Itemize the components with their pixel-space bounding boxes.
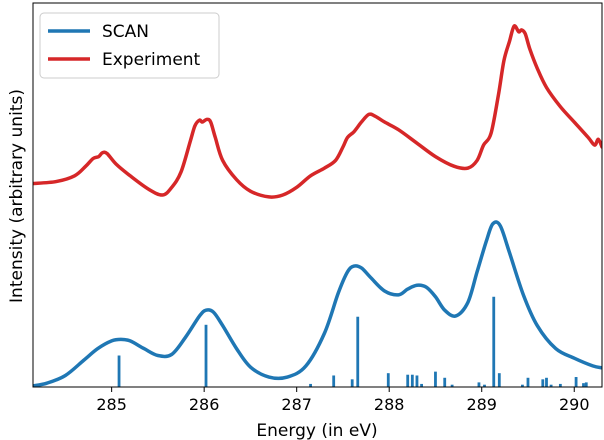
stick-bar	[545, 377, 548, 387]
x-tick-label: 285	[96, 395, 127, 414]
series-line-scan	[33, 220, 602, 387]
plot-area	[33, 24, 602, 387]
stick-bar	[406, 374, 410, 387]
stick-bar	[386, 373, 390, 387]
stick-bar	[117, 355, 121, 387]
stick-bar	[497, 373, 501, 387]
x-tick-label: 288	[374, 395, 405, 414]
stick-bar	[410, 374, 414, 387]
stick-bar	[558, 383, 562, 387]
y-axis-title: Intensity (arbitrary units)	[7, 89, 27, 303]
stick-bar	[584, 382, 588, 387]
stick-bar	[582, 383, 585, 387]
stick-bar	[450, 384, 454, 387]
series-line-experiment	[33, 24, 602, 199]
stick-bar	[204, 324, 208, 387]
stick-bar	[541, 379, 545, 387]
x-axis-title: Energy (in eV)	[256, 421, 377, 440]
stick-bar	[492, 296, 496, 387]
x-tick-label: 289	[466, 395, 497, 414]
x-tick-label: 287	[281, 395, 312, 414]
stick-bar	[309, 383, 312, 387]
legend-label-experiment: Experiment	[102, 50, 201, 70]
axes-frame	[32, 2, 603, 388]
stick-bar	[332, 375, 336, 387]
stick-bar	[443, 377, 447, 387]
stick-bar	[521, 384, 524, 387]
stick-bar	[477, 382, 481, 387]
stick-bar	[574, 377, 578, 387]
stick-bar	[420, 383, 423, 387]
stick-bar	[526, 377, 530, 387]
stick-bar	[549, 384, 553, 387]
legend-label-scan: SCAN	[102, 22, 149, 42]
x-tick-label: 286	[189, 395, 220, 414]
stick-bar	[415, 375, 419, 387]
legend: SCAN Experiment	[39, 12, 220, 79]
axes: 285 286 287 288 289 290	[32, 2, 603, 414]
stick-bar	[483, 384, 486, 387]
stick-bar	[434, 371, 437, 387]
stick-bar	[356, 316, 360, 387]
stick-bar	[350, 379, 354, 387]
x-tick-label: 290	[559, 395, 590, 414]
